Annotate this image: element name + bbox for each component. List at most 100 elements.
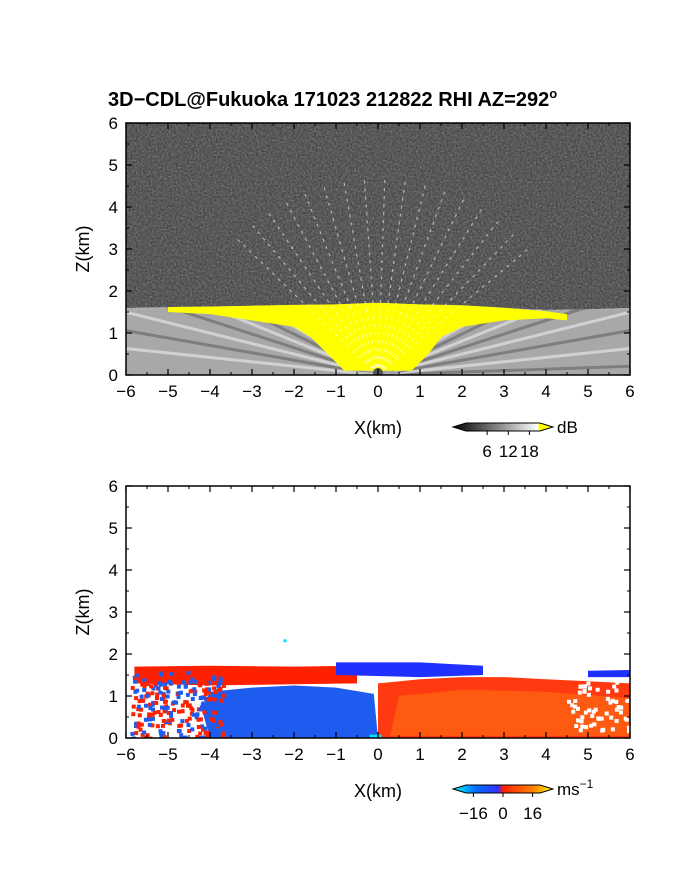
- bottom-scatter-pixel: [192, 687, 197, 692]
- bottom-scatter-pixel: [190, 677, 195, 682]
- bottom-scatter-pixel: [190, 707, 195, 712]
- bottom-scatter-pixel: [140, 682, 145, 687]
- top-radial-stripe: [377, 291, 630, 375]
- bottom-scatter-pixel: [213, 706, 217, 711]
- bottom-scatter-pixel: [147, 722, 152, 727]
- bottom-scatter-pixel: [163, 682, 168, 687]
- bottom-scatter-pixel: [218, 722, 223, 727]
- bottom-scatter-pixel: [183, 700, 188, 705]
- bottom-scatter-pixel: [203, 692, 208, 697]
- bottom-scatter-pixel: [142, 688, 147, 692]
- bottom-scatter-pixel: [183, 683, 188, 688]
- bottom-colorbar-unit: ms−1: [557, 777, 594, 799]
- bottom-gap-pixel: [576, 718, 580, 723]
- bottom-gap-pixel: [576, 706, 580, 711]
- bottom-scatter-pixel: [190, 697, 195, 701]
- x-tick-label: 5: [583, 382, 592, 401]
- bottom-gap-pixel: [614, 707, 619, 712]
- y-tick-label: 0: [109, 366, 118, 385]
- bottom-gap-pixel: [579, 719, 584, 724]
- bottom-scatter-pixel: [142, 682, 147, 687]
- x-tick-label: −3: [242, 382, 261, 401]
- x-tick-label: −4: [200, 745, 219, 764]
- bottom-scatter-pixel: [165, 694, 170, 699]
- bottom-scatter-pixel: [202, 710, 207, 715]
- y-tick-label: 6: [109, 477, 118, 496]
- bottom-gap-pixel: [606, 689, 611, 694]
- x-tick-label: −5: [158, 382, 177, 401]
- bottom-scatter-pixel: [198, 717, 203, 722]
- top-colorbar: dB 6 12 18: [451, 418, 578, 461]
- bottom-gap-pixel: [588, 686, 592, 691]
- bottom-gap-pixel: [614, 688, 619, 693]
- bottom-scatter-pixel: [158, 690, 163, 695]
- y-tick-label: 3: [109, 240, 118, 259]
- top-radial-stripe: [377, 310, 630, 375]
- bottom-scatter-pixel: [204, 697, 209, 701]
- bottom-scatter-pixel: [130, 686, 135, 690]
- bottom-gap-pixel: [582, 689, 587, 694]
- x-tick-label: 6: [625, 382, 634, 401]
- bottom-scatter-pixel: [212, 686, 217, 691]
- bottom-gap-pixel: [580, 715, 585, 720]
- y-tick-label: 5: [109, 519, 118, 538]
- bottom-scatter-pixel: [195, 734, 200, 738]
- bottom-scatter-pixel: [158, 671, 163, 676]
- bottom-scatter-pixel: [198, 731, 203, 736]
- bottom-gap-pixel: [604, 711, 609, 716]
- bottom-scatter-pixel: [136, 707, 141, 712]
- bottom-colorbar: ms−1 −16 0 16: [451, 777, 594, 823]
- x-tick-label: −3: [242, 745, 261, 764]
- y-tick-label: 0: [109, 729, 118, 748]
- bottom-scatter-pixel: [155, 692, 160, 697]
- bottom-gap-pixel: [592, 722, 597, 727]
- bottom-scatter-pixel: [169, 672, 174, 676]
- bottom-scatter-pixel: [144, 703, 148, 708]
- bottom-scatter-pixel: [186, 670, 191, 675]
- bottom-scatter-pixel: [168, 681, 173, 686]
- bottom-gap-pixel: [590, 713, 595, 718]
- bottom-gap-pixel: [573, 699, 578, 703]
- bottom-gap-pixel: [601, 727, 606, 732]
- bottom-scatter-pixel: [216, 684, 221, 689]
- bottom-scatter-pixel: [180, 703, 185, 708]
- bottom-gap-pixel: [608, 700, 613, 705]
- bottom-colorbar-ticks: −16 0 16: [459, 793, 542, 823]
- top-speckle-ray: [248, 221, 379, 375]
- top-radial-stripe: [377, 347, 630, 375]
- bottom-scatter-pixel: [162, 709, 167, 714]
- bottom-cyan-pixel: [283, 639, 287, 643]
- bottom-scatter-pixel: [150, 691, 155, 696]
- top-colorbar-ticks: 6 12 18: [482, 431, 539, 461]
- y-tick-label: 3: [109, 603, 118, 622]
- bottom-scatter-pixel: [204, 681, 209, 686]
- bottom-scatter-pixel: [137, 713, 142, 718]
- bottom-scatter-pixel: [134, 724, 138, 728]
- bottom-scatter-pixel: [136, 724, 141, 729]
- colorbar-tick-label: 12: [499, 442, 518, 461]
- bottom-scatter-pixel: [145, 691, 150, 696]
- bottom-scatter-pixel: [187, 729, 192, 733]
- bottom-scatter-pixel: [150, 723, 155, 728]
- figure-title: 3D−CDL@Fukuoka 171023 212822 RHI AZ=292o: [108, 86, 557, 111]
- bottom-gap-pixel: [577, 690, 582, 695]
- bottom-scatter-pixel: [150, 712, 155, 717]
- bottom-scatter-pixel: [142, 678, 147, 683]
- bottom-scatter-pixel: [152, 710, 157, 715]
- bottom-gap-pixel: [627, 729, 630, 734]
- bottom-scatter-pixel: [151, 700, 156, 705]
- bottom-gap-pixel: [584, 725, 589, 730]
- top-heatmap: [126, 123, 630, 375]
- bottom-scatter-pixel: [147, 712, 152, 717]
- x-tick-label: −6: [116, 745, 135, 764]
- bottom-scatter-pixel: [190, 727, 195, 732]
- bottom-gap-pixel: [612, 684, 617, 689]
- bottom-scatter-pixel: [221, 684, 226, 688]
- bottom-scatter-pixel: [198, 696, 203, 700]
- bottom-scatter-pixel: [189, 711, 194, 716]
- bottom-scatter-pixel: [184, 681, 189, 686]
- bottom-scatter-pixel: [135, 688, 140, 693]
- bottom-scatter-pixel: [218, 719, 223, 724]
- colorbar-tick-label: 18: [520, 442, 539, 461]
- bottom-x-axis-label: X(km): [354, 781, 402, 801]
